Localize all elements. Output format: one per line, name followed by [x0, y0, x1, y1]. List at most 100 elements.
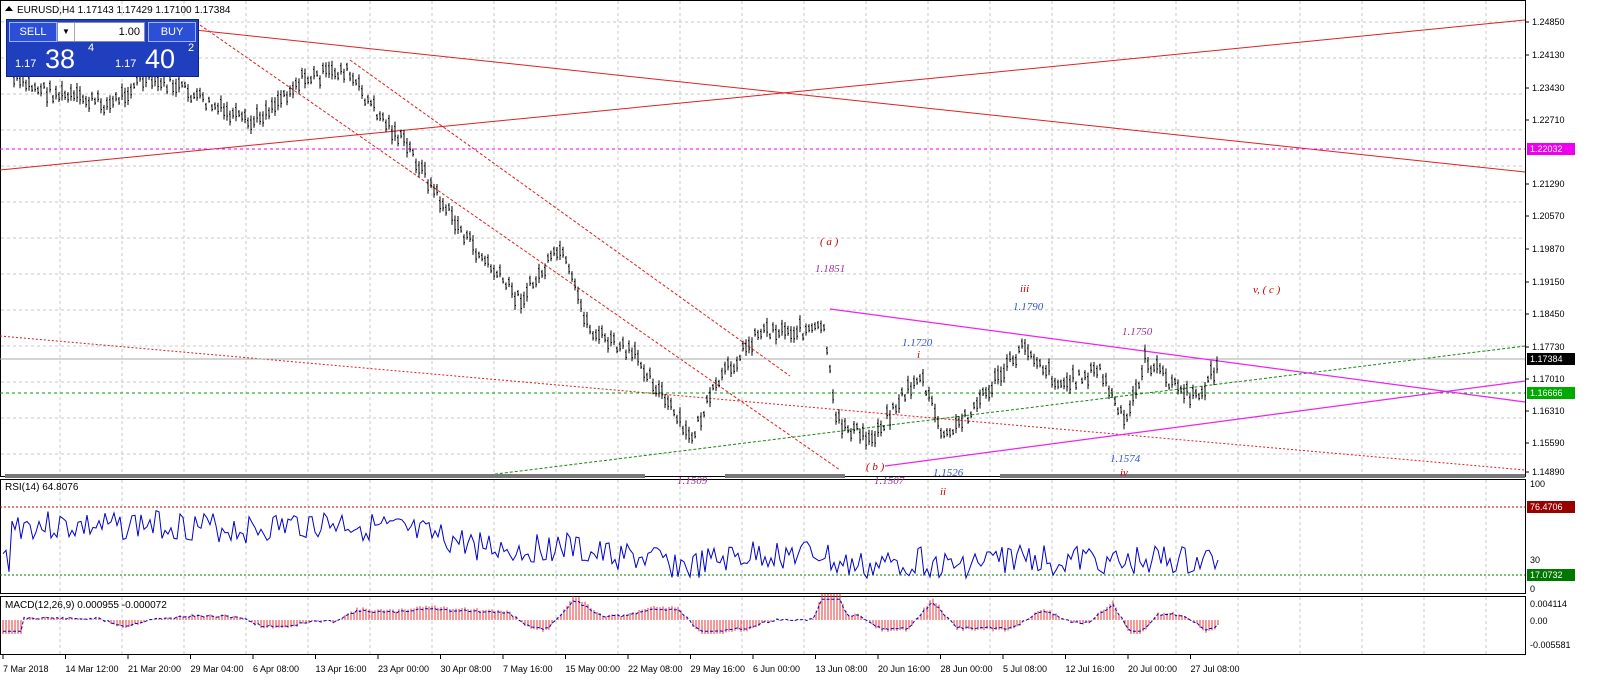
- current-price-marker: 1.17384: [1530, 354, 1563, 364]
- macd-signal-line: [3, 598, 1219, 632]
- time-tick-label: 21 Mar 20:00: [128, 664, 181, 674]
- long-support-line[interactable]: [0, 335, 1526, 471]
- chart-grid: [1, 1, 1525, 654]
- level-lower-marker-bg: [1527, 387, 1575, 399]
- macd-tick-label: 0.00: [1530, 616, 1548, 626]
- price-tick-label: 1.16310: [1532, 406, 1565, 416]
- macd-title: MACD(12,26,9) 0.000955 -0.000072: [5, 600, 167, 611]
- price-tick-label: 1.21290: [1532, 179, 1565, 189]
- price-tick-label: 1.24850: [1532, 17, 1565, 27]
- price-tick-label: 1.23430: [1532, 83, 1565, 93]
- time-tick-label: 29 Mar 04:00: [191, 664, 244, 674]
- rsi-tick-label: 100: [1530, 479, 1545, 489]
- channel-line-lower[interactable]: [349, 59, 791, 377]
- time-tick-label: 23 Apr 00:00: [378, 664, 429, 674]
- time-tick-label: 20 Jul 00:00: [1128, 664, 1177, 674]
- time-tick-label: 20 Jun 16:00: [878, 664, 930, 674]
- ask-sup: 2: [188, 42, 195, 54]
- time-tick-label: 7 Mar 2018: [3, 664, 49, 674]
- ask-prefix: 1.17: [115, 58, 137, 70]
- level-lower-marker: 1.16666: [1530, 388, 1563, 398]
- wave-label: ( a ): [820, 236, 839, 248]
- macd-axis: 0.004114 0.00 -0.005581: [1530, 599, 1571, 650]
- level-upper-marker: 1.22032: [1530, 144, 1563, 154]
- triangle-lower-line[interactable]: [884, 380, 1526, 467]
- ask-big: 40: [145, 44, 176, 74]
- price-tick-label: 1.20570: [1532, 211, 1565, 221]
- bid-prefix: 1.17: [15, 58, 37, 70]
- time-tick-label: 27 Jul 08:00: [1191, 664, 1240, 674]
- wave-label: ii: [940, 486, 946, 498]
- time-tick-label: 7 May 16:00: [503, 664, 553, 674]
- wave-label: 1.1526: [933, 467, 964, 479]
- macd-tick-label: 0.004114: [1530, 599, 1567, 609]
- chart-symbol-icon: [5, 6, 13, 11]
- volume-field[interactable]: ▼ 1.00: [57, 22, 145, 42]
- level-upper-marker-bg: [1527, 143, 1575, 155]
- price-tick-label: 1.15590: [1532, 438, 1565, 448]
- trend-lines[interactable]: [0, 19, 1526, 477]
- rising-trendline[interactable]: [0, 19, 1526, 171]
- bid-big: 38: [45, 44, 76, 74]
- rsi-tick-label: 30: [1530, 555, 1540, 565]
- wave-label: 1.1790: [1013, 301, 1044, 313]
- wave-label: 1.1509: [677, 475, 708, 487]
- wave-label: ( b ): [866, 461, 885, 473]
- time-tick-label: 6 Jun 00:00: [753, 664, 800, 674]
- triangle-upper-line[interactable]: [829, 308, 1526, 403]
- price-tick-label: 1.22710: [1532, 115, 1565, 125]
- rsi-title: RSI(14) 64.8076: [5, 482, 79, 493]
- macd-panel-frame: [0, 596, 1526, 655]
- wave-label: v, ( c ): [1253, 284, 1281, 296]
- one-click-trading-panel: SELL ▼ 1.00 BUY 1.17 38 4 1.17 40 2: [6, 19, 199, 77]
- buy-button[interactable]: BUY: [148, 22, 196, 42]
- bid-price[interactable]: 1.17 38 4: [15, 42, 103, 74]
- price-tick-label: 1.18450: [1532, 309, 1565, 319]
- ask-price[interactable]: 1.17 40 2: [115, 42, 195, 74]
- wave-label: iv: [1120, 467, 1128, 479]
- time-tick-label: 5 Jul 08:00: [1003, 664, 1047, 674]
- sell-button[interactable]: SELL: [9, 22, 57, 42]
- rsi-marker-low: 17.0732: [1530, 570, 1563, 580]
- time-tick-label: 15 May 00:00: [566, 664, 621, 674]
- wave-label: 1.1720: [902, 337, 933, 349]
- price-tick-label: 1.24130: [1532, 50, 1565, 60]
- wave-label: 1.1574: [1110, 453, 1141, 465]
- rsi-panel-frame: [0, 479, 1526, 594]
- wave-label: i: [917, 349, 920, 361]
- bid-sup: 4: [88, 42, 95, 54]
- macd-tick-label: -0.005581: [1530, 640, 1571, 650]
- price-tick-label: 1.19870: [1532, 244, 1565, 254]
- wave-label: 1.1750: [1122, 326, 1153, 338]
- time-tick-label: 13 Apr 16:00: [316, 664, 367, 674]
- falling-trendline[interactable]: [194, 29, 1526, 173]
- time-tick-label: 12 Jul 16:00: [1066, 664, 1115, 674]
- rsi-tick-label: 0: [1530, 584, 1535, 594]
- time-axis: 7 Mar 2018 14 Mar 12:00 21 Mar 20:00 29 Mar…: [2, 655, 1240, 674]
- wave-label: iii: [1020, 283, 1029, 295]
- time-tick-label: 22 May 08:00: [628, 664, 683, 674]
- time-tick-label: 29 May 16:00: [691, 664, 746, 674]
- volume-value[interactable]: 1.00: [118, 26, 140, 38]
- rsi-marker-high: 76.4706: [1530, 502, 1563, 512]
- price-tick-label: 1.17730: [1532, 342, 1565, 352]
- rsi-line: [2, 509, 1219, 580]
- time-tick-label: 14 Mar 12:00: [66, 664, 119, 674]
- current-price-marker-bg: [1527, 353, 1575, 365]
- chart-separator-bar: [5, 474, 1525, 478]
- wave-label: 1.1851: [815, 263, 845, 275]
- time-tick-label: 13 Jun 08:00: [816, 664, 868, 674]
- time-tick-label: 30 Apr 08:00: [441, 664, 492, 674]
- chevron-down-icon[interactable]: ▼: [58, 23, 75, 41]
- channel-line-upper[interactable]: [199, 24, 841, 471]
- price-axis[interactable]: 1.24850 1.24130 1.23430 1.22710 1.21290 1.205…: [1525, 17, 1575, 477]
- green-trendline[interactable]: [479, 345, 1526, 477]
- time-tick-label: 6 Apr 08:00: [253, 664, 299, 674]
- time-tick-label: 28 Jun 00:00: [941, 664, 993, 674]
- price-tick-label: 1.19150: [1532, 277, 1565, 287]
- chart-header: EURUSD,H4 1.17143 1.17429 1.17100 1.1738…: [5, 5, 231, 16]
